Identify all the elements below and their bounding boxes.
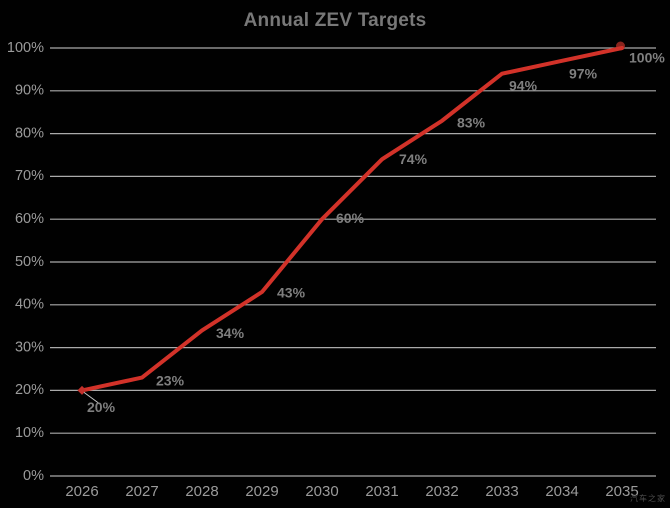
y-tick-label: 50%	[15, 254, 44, 270]
x-tick-label: 2033	[485, 483, 518, 500]
y-tick-label: 10%	[15, 425, 44, 441]
data-point-label: 94%	[509, 77, 538, 93]
data-point-label: 83%	[457, 114, 486, 130]
y-tick-label: 20%	[15, 382, 44, 398]
data-point-label: 43%	[277, 285, 306, 301]
data-point-label: 60%	[336, 210, 365, 226]
x-tick-label: 2035	[605, 483, 638, 500]
x-tick-label: 2032	[425, 483, 458, 500]
data-point-label: 20%	[87, 399, 116, 415]
y-tick-label: 80%	[15, 125, 44, 141]
y-tick-label: 40%	[15, 297, 44, 313]
y-tick-label: 0%	[23, 468, 44, 484]
watermark: 汽车之家	[630, 494, 666, 503]
chart-title: Annual ZEV Targets	[243, 10, 427, 31]
data-point-label: 97%	[569, 66, 598, 82]
x-tick-label: 2028	[185, 483, 218, 500]
x-tick-label: 2034	[545, 483, 578, 500]
data-point-label: 34%	[216, 325, 245, 341]
data-point-label: 23%	[156, 372, 185, 388]
x-tick-label: 2031	[365, 483, 398, 500]
label-leader-line	[83, 391, 100, 404]
data-point-label: 100%	[629, 50, 665, 66]
x-tick-label: 2030	[305, 483, 338, 500]
y-tick-label: 70%	[15, 168, 44, 184]
data-line	[80, 46, 624, 393]
x-tick-label: 2029	[245, 483, 278, 500]
y-tick-label: 30%	[15, 339, 44, 355]
y-tick-label: 90%	[15, 83, 44, 99]
x-tick-label: 2026	[65, 483, 98, 500]
x-tick-label: 2027	[125, 483, 158, 500]
y-tick-label: 60%	[15, 211, 44, 227]
y-tick-label: 100%	[7, 40, 44, 56]
data-point-label: 74%	[399, 151, 428, 167]
